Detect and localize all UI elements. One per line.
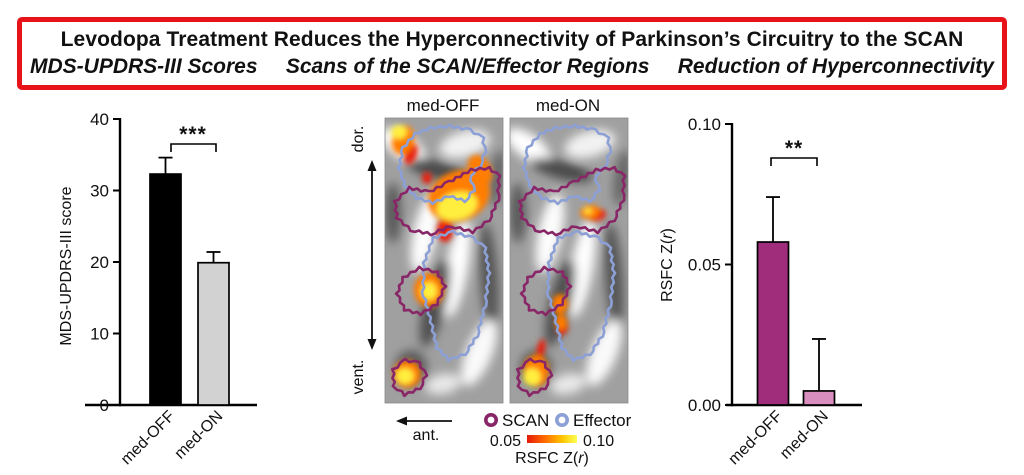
panel-frame: [384, 117, 504, 404]
bar-med-ON: [802, 390, 836, 406]
brain-scan-figure: med-OFF med-ON: [350, 96, 634, 467]
arrowhead-down-icon: [367, 339, 377, 350]
region-outlines-med-on: [516, 123, 627, 398]
brain-flatmap: [500, 118, 634, 403]
x-category-label: med-OFF: [725, 408, 786, 469]
scan-legend-ring-icon: [484, 412, 499, 427]
y-axis-label-part: r: [659, 233, 676, 239]
y-axis-label: RSFC Z(r): [659, 228, 676, 302]
significance-stars: ***: [179, 123, 207, 146]
scan-region-outline: [516, 357, 554, 398]
y-tick-label: 0: [100, 396, 109, 415]
brain-flatmap: [375, 118, 509, 403]
subtitle-row: MDS-UPDRS-III Scores Scans of the SCAN/E…: [30, 55, 994, 79]
region-outlines-med-off: [391, 123, 502, 398]
significance-bracket: [170, 143, 217, 152]
colorbar-gradient: [527, 435, 577, 443]
panel-frame: [509, 117, 629, 404]
bar-med-OFF: [149, 173, 182, 406]
x-category-label: med-ON: [172, 408, 227, 463]
figure-title: Levodopa Treatment Reduces the Hyperconn…: [60, 27, 964, 51]
colorbar-title-prefix: RSFC Z(: [515, 450, 579, 467]
panel-label-med-off: med-OFF: [407, 96, 480, 115]
y-tick-label: 10: [90, 325, 109, 344]
colorbar-title: RSFC Z(r): [515, 450, 589, 467]
scan-region-outline: [394, 265, 448, 317]
effector-legend-ring-icon: [555, 412, 570, 427]
bar-med-ON: [197, 261, 230, 406]
y-axis-label: MDS-UPDRS-III score: [58, 186, 75, 345]
arrowhead-left-icon: [396, 416, 407, 426]
y-tick-label: 40: [90, 110, 109, 129]
scan-region-outline: [392, 165, 502, 237]
activation-blobs-med-on: [523, 204, 606, 387]
x-category-label: med-OFF: [118, 408, 179, 469]
anterior-label: ant.: [413, 427, 440, 444]
dorsal-label: dor.: [350, 126, 367, 153]
x-category-label: med-ON: [777, 408, 832, 463]
scan-region-outline: [519, 265, 573, 317]
y-axis-label-part: RSFC Z(: [659, 238, 676, 302]
significance-stars: **: [785, 137, 803, 160]
y-axis-label-part: ): [659, 228, 676, 233]
ventral-label: vent.: [350, 360, 367, 395]
effector-region-outline: [420, 229, 492, 363]
title-banner: Levodopa Treatment Reduces the Hyperconn…: [17, 17, 1007, 90]
effector-legend-label: Effector: [573, 411, 632, 430]
scan-region-outline: [391, 357, 429, 398]
panel-label-med-on: med-ON: [536, 96, 600, 115]
bar-med-OFF: [756, 241, 790, 406]
y-tick-label: 20: [90, 253, 109, 272]
scan-image-med-on: [500, 118, 634, 403]
subtitle-reduction: Reduction of Hyperconnectivity: [677, 55, 994, 79]
colorbar-title-suffix: ): [584, 450, 589, 467]
colorbar-title-var: r: [578, 450, 584, 467]
y-tick-label: 0.00: [688, 396, 721, 415]
y-tick-label: 0.10: [688, 115, 721, 134]
significance-bracket: [770, 157, 818, 166]
subtitle-scans: Scans of the SCAN/Effector Regions: [285, 55, 650, 79]
colorbar-max-label: 0.10: [583, 433, 614, 450]
arrowhead-up-icon: [367, 160, 377, 171]
scan-image-med-off: [375, 118, 509, 403]
scan-legend-label: SCAN: [502, 411, 549, 430]
subtitle-updrs: MDS-UPDRS-III Scores: [30, 55, 258, 79]
y-tick-label: 0.05: [688, 256, 721, 275]
effector-region-outline: [545, 229, 617, 363]
scan-region-outline: [517, 165, 627, 237]
y-tick-label: 30: [90, 182, 109, 201]
colorbar-min-label: 0.05: [490, 433, 521, 450]
